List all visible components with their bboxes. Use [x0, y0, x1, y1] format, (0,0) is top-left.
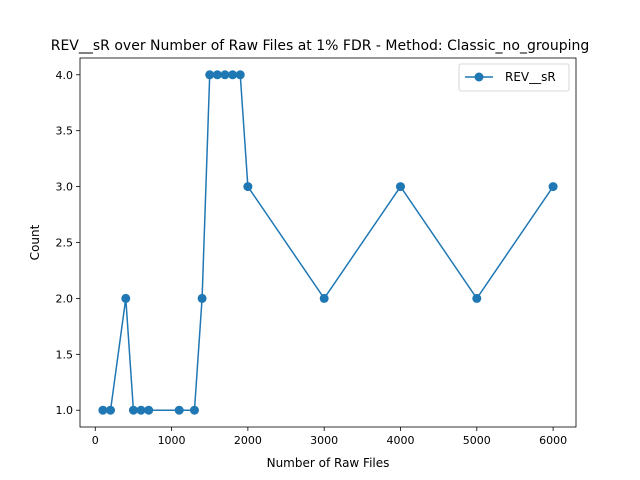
- x-tick-label: 1000: [158, 434, 186, 447]
- y-tick-label: 2.5: [56, 237, 74, 250]
- legend-marker-sample: [474, 72, 484, 82]
- y-tick-label: 1.0: [56, 404, 74, 417]
- data-point: [197, 293, 207, 303]
- data-point: [106, 405, 116, 415]
- data-point: [228, 70, 238, 80]
- data-point: [235, 70, 245, 80]
- x-tick-label: 5000: [463, 434, 491, 447]
- x-tick-label: 3000: [310, 434, 338, 447]
- data-point: [174, 405, 184, 415]
- plot-frame: [79, 57, 577, 428]
- data-point: [319, 293, 329, 303]
- data-point: [121, 293, 131, 303]
- y-axis-ticks: 1.0 1.5 2.0 2.5 3.0 3.5 4.0: [56, 69, 80, 417]
- data-point: [472, 293, 482, 303]
- legend-label: REV__sR: [505, 70, 556, 84]
- data-point: [395, 182, 405, 192]
- data-point: [128, 405, 138, 415]
- data-point: [189, 405, 199, 415]
- data-point: [220, 70, 230, 80]
- series-markers: [98, 70, 558, 415]
- data-point: [548, 182, 558, 192]
- y-tick-label: 4.0: [56, 69, 74, 82]
- data-point: [205, 70, 215, 80]
- y-tick-label: 1.5: [56, 348, 74, 361]
- x-tick-label: 6000: [539, 434, 567, 447]
- y-tick-label: 3.5: [56, 125, 74, 138]
- data-point: [144, 405, 154, 415]
- x-tick-label: 0: [92, 434, 99, 447]
- legend: REV__sR: [458, 63, 570, 92]
- data-point: [136, 405, 146, 415]
- x-tick-label: 2000: [234, 434, 262, 447]
- x-axis-label: Number of Raw Files: [267, 456, 390, 470]
- y-axis-label: Count: [28, 224, 42, 260]
- x-tick-label: 4000: [386, 434, 414, 447]
- chart-title: REV__sR over Number of Raw Files at 1% F…: [51, 38, 590, 54]
- y-tick-label: 2.0: [56, 292, 74, 305]
- data-point: [212, 70, 222, 80]
- y-tick-label: 3.0: [56, 181, 74, 194]
- data-point: [98, 405, 108, 415]
- x-axis-ticks: 0 1000 2000 3000 4000 5000 6000: [92, 427, 567, 447]
- data-point: [243, 182, 253, 192]
- legend-box: [458, 63, 570, 92]
